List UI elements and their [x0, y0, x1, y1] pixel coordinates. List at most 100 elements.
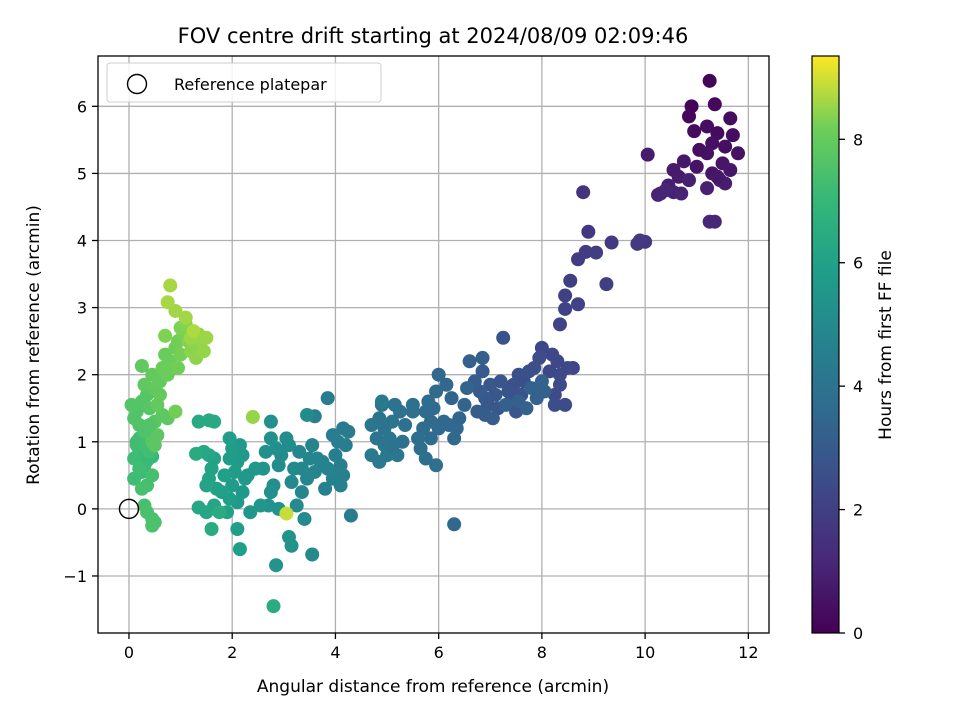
data-point — [364, 448, 379, 463]
data-point — [429, 458, 444, 473]
data-point — [160, 295, 175, 310]
data-point — [253, 498, 268, 513]
data-point — [457, 397, 472, 412]
plot-frame — [97, 55, 770, 634]
x-tick-label: 8 — [537, 643, 547, 662]
data-point — [702, 73, 717, 88]
y-axis-label: Rotation from reference (arcmin) — [24, 205, 44, 485]
data-point — [230, 522, 245, 537]
data-point — [266, 599, 281, 614]
data-point — [552, 317, 567, 332]
data-point — [387, 397, 402, 412]
x-tick-label: 0 — [124, 643, 134, 662]
data-point — [496, 330, 511, 345]
legend: Reference platepar — [106, 62, 382, 103]
data-point — [718, 139, 733, 154]
data-point — [364, 418, 379, 433]
data-point — [501, 384, 516, 399]
data-point — [687, 124, 702, 139]
data-point — [710, 169, 725, 184]
data-point — [171, 360, 186, 375]
data-point — [398, 418, 413, 433]
data-point — [369, 431, 384, 446]
data-point — [630, 236, 645, 251]
data-point — [558, 288, 573, 303]
data-point — [152, 387, 167, 402]
data-point — [707, 214, 722, 229]
data-point — [689, 159, 704, 174]
data-point — [640, 147, 655, 162]
data-point — [225, 478, 240, 493]
data-point — [475, 364, 490, 379]
data-point — [263, 431, 278, 446]
data-point — [302, 451, 317, 466]
y-tick-label: 6 — [77, 97, 87, 116]
data-point — [395, 434, 410, 449]
data-point — [550, 354, 565, 369]
data-points — [124, 73, 746, 614]
data-point — [297, 511, 312, 526]
data-point — [150, 428, 165, 443]
data-point — [485, 411, 500, 426]
data-point — [343, 508, 358, 523]
data-point — [423, 431, 438, 446]
data-point — [158, 364, 173, 379]
data-point — [447, 517, 462, 532]
x-axis-label: Angular distance from reference (arcmin) — [257, 677, 609, 697]
data-point — [196, 344, 211, 359]
data-point — [222, 431, 237, 446]
x-tick-label: 4 — [330, 643, 340, 662]
data-point — [271, 458, 286, 473]
y-tick-label: 0 — [77, 500, 87, 519]
colorbar-tick-label: 2 — [853, 501, 863, 520]
data-point — [294, 485, 309, 500]
data-point — [524, 381, 539, 396]
data-point — [142, 418, 157, 433]
data-point — [462, 354, 477, 369]
data-point — [279, 431, 294, 446]
x-tick-label: 12 — [738, 643, 758, 662]
data-point — [723, 163, 738, 178]
data-point — [191, 500, 206, 515]
data-point — [287, 461, 302, 476]
colorbar-tick-label: 0 — [853, 624, 863, 643]
data-point — [163, 278, 178, 293]
legend-marker-icon — [126, 73, 148, 95]
data-point — [447, 431, 462, 446]
data-point — [700, 181, 715, 196]
colorbar-ticks: 0 2 4 6 8 — [839, 130, 863, 643]
data-point — [217, 468, 232, 483]
data-point — [178, 310, 193, 325]
y-tick-label: 4 — [77, 232, 87, 251]
data-point — [429, 384, 444, 399]
y-tick-label: 2 — [77, 366, 87, 385]
data-point — [418, 404, 433, 419]
data-point — [189, 446, 204, 461]
data-point — [534, 374, 549, 389]
colorbar-tick-label: 6 — [853, 254, 863, 273]
data-point — [338, 438, 353, 453]
data-point — [279, 506, 294, 521]
data-point — [134, 358, 149, 373]
data-point — [145, 518, 160, 533]
data-point — [723, 111, 738, 126]
data-point — [571, 297, 586, 312]
data-point — [405, 404, 420, 419]
data-point — [336, 421, 351, 436]
data-point — [191, 414, 206, 429]
data-point — [731, 146, 746, 161]
data-point — [725, 128, 740, 143]
data-point — [374, 394, 389, 409]
data-point — [263, 485, 278, 500]
data-point — [263, 414, 278, 429]
data-point — [460, 381, 475, 396]
data-point — [692, 142, 707, 157]
data-point — [431, 367, 446, 382]
data-point — [418, 451, 433, 466]
data-point — [305, 547, 320, 562]
data-point — [576, 185, 591, 200]
data-point — [158, 328, 173, 343]
data-point — [243, 505, 258, 520]
